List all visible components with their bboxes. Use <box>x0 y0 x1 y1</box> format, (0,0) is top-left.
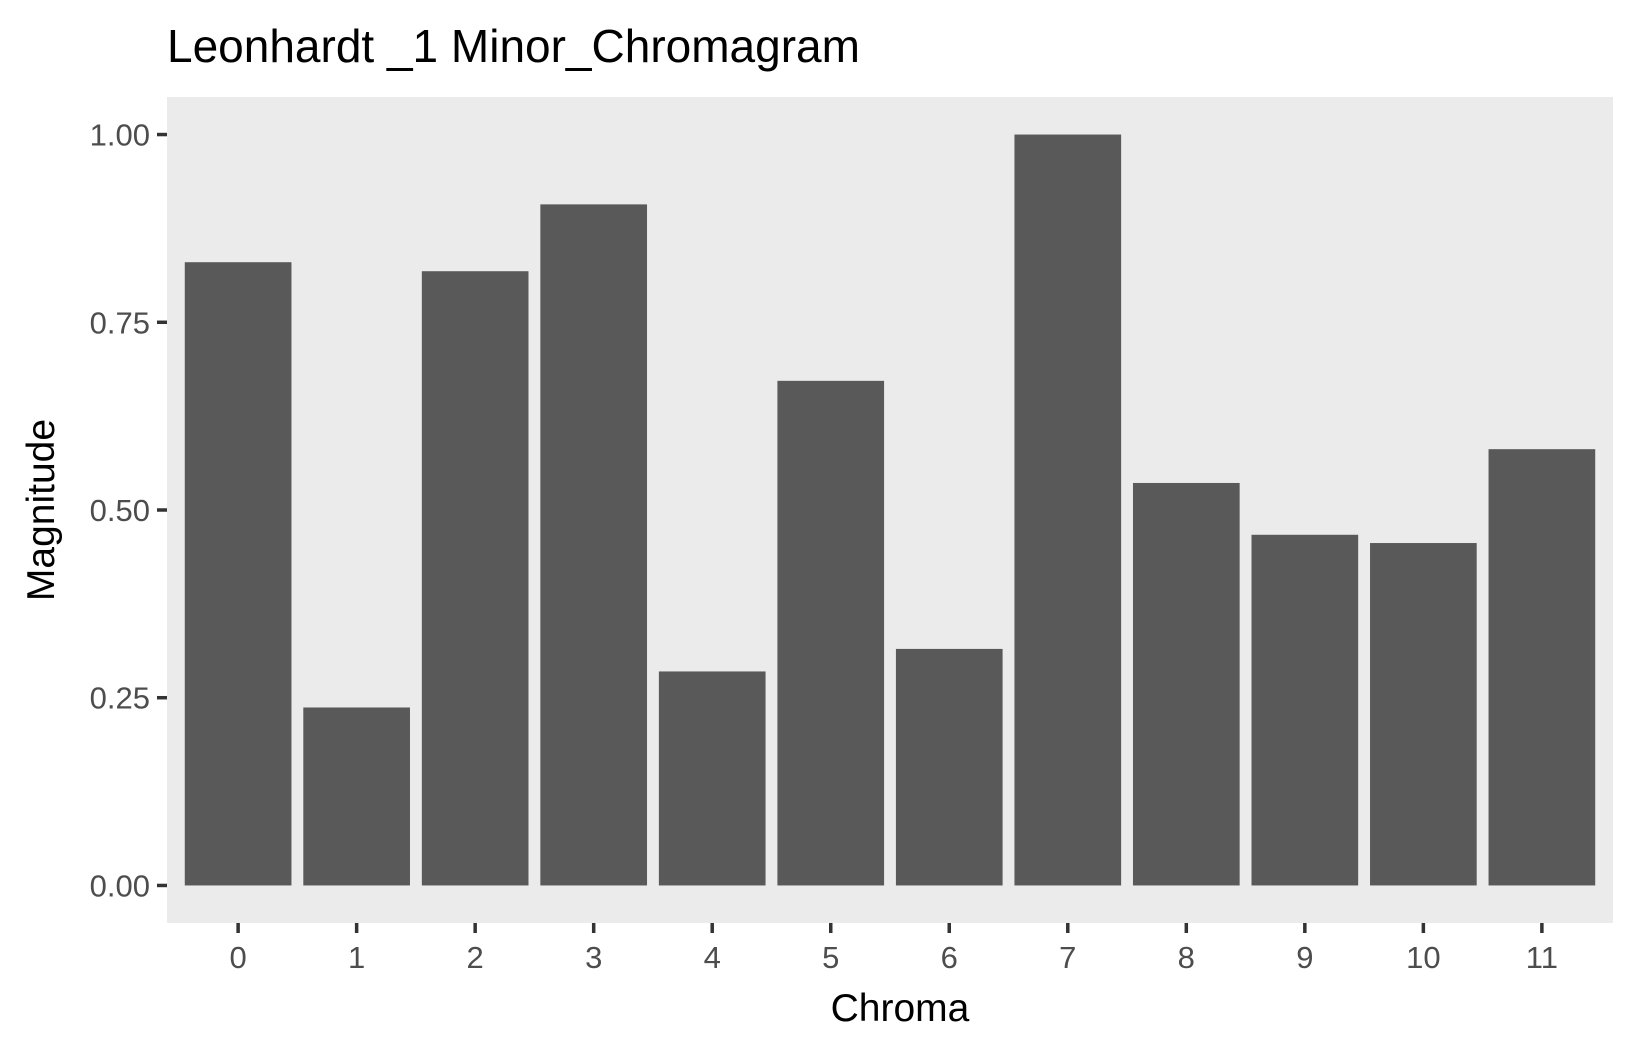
x-tick-label: 2 <box>467 940 484 975</box>
x-tick-label: 4 <box>704 940 721 975</box>
y-tick-label: 0.50 <box>90 493 150 528</box>
x-tick-label: 6 <box>941 940 958 975</box>
x-tick-label: 1 <box>348 940 365 975</box>
x-tick-label: 8 <box>1178 940 1195 975</box>
bar-9 <box>1251 534 1359 886</box>
bar-6 <box>895 648 1003 886</box>
bar-0 <box>184 262 292 886</box>
bars-group <box>184 134 1596 886</box>
x-tick-label: 10 <box>1406 940 1440 975</box>
x-tick-label: 9 <box>1296 940 1313 975</box>
y-tick-label: 0.25 <box>90 681 150 716</box>
bar-5 <box>777 380 885 886</box>
x-axis: 0 1 2 3 4 5 6 7 8 9 10 11 <box>229 923 1558 975</box>
y-tick-label: 0.75 <box>90 305 150 340</box>
chart-title: Leonhardt _1 Minor_Chromagram <box>167 20 860 72</box>
bar-4 <box>658 671 766 886</box>
y-axis-title: Magnitude <box>20 419 63 601</box>
x-tick-label: 7 <box>1059 940 1076 975</box>
bar-7 <box>1014 134 1122 886</box>
x-axis-title: Chroma <box>831 987 970 1030</box>
bar-10 <box>1370 543 1477 886</box>
x-tick-label: 3 <box>585 940 602 975</box>
x-tick-label: 0 <box>229 940 246 975</box>
bar-11 <box>1488 449 1596 886</box>
y-tick-label: 0.00 <box>90 868 150 903</box>
bar-8 <box>1132 482 1240 886</box>
bar-1 <box>303 707 410 886</box>
bar-2 <box>421 271 529 886</box>
x-tick-label: 5 <box>822 940 839 975</box>
y-tick-label: 1.00 <box>90 118 150 153</box>
bar-3 <box>540 204 648 886</box>
y-axis: 0.00 0.25 0.50 0.75 1.00 <box>90 118 167 903</box>
x-tick-label: 11 <box>1526 940 1558 975</box>
